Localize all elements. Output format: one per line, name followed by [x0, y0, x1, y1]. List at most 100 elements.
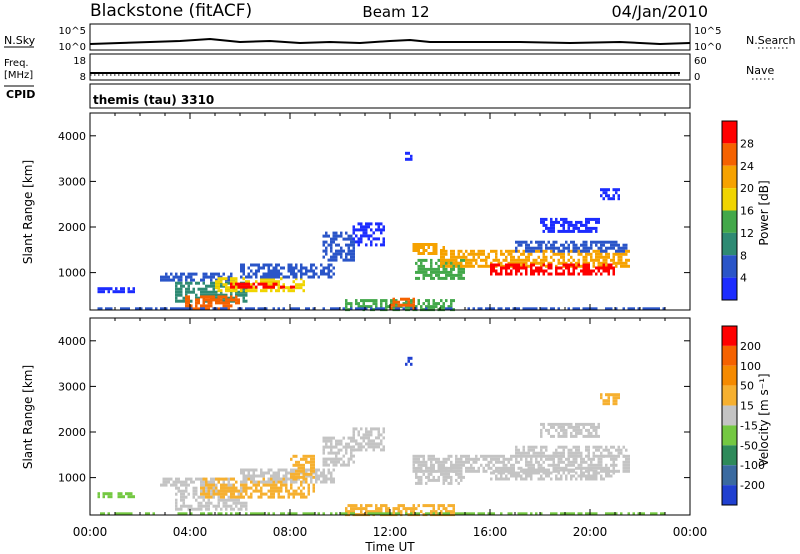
range-cell: [582, 307, 585, 311]
range-cell: [327, 451, 330, 455]
scatter-region: [440, 249, 630, 268]
range-cell: [285, 474, 288, 478]
range-cell: [550, 477, 553, 481]
range-cell: [587, 252, 590, 256]
range-cell: [617, 445, 620, 449]
range-cell: [440, 299, 443, 303]
range-cell: [175, 307, 178, 311]
range-cell: [327, 269, 330, 273]
range-cell: [610, 474, 613, 478]
range-cell: [220, 495, 223, 499]
range-cell: [540, 258, 543, 262]
scatter-region: [415, 463, 465, 485]
range-cell: [310, 269, 313, 273]
range-cell: [395, 307, 398, 311]
range-cell: [412, 297, 415, 301]
range-cell: [207, 293, 210, 297]
range-cell: [567, 266, 570, 270]
colorbar-tick-label: 16: [740, 205, 754, 218]
range-cell: [217, 272, 220, 276]
range-cell: [295, 272, 298, 276]
range-cell: [627, 249, 630, 253]
range-cell: [442, 255, 445, 259]
range-cell: [450, 276, 453, 280]
range-cell: [515, 454, 518, 458]
range-cell: [467, 264, 470, 268]
range-cell: [567, 246, 570, 250]
range-cell: [465, 255, 468, 259]
range-cell: [237, 501, 240, 505]
range-cell: [567, 425, 570, 429]
range-cell: [625, 249, 628, 253]
range-cell: [480, 249, 483, 253]
range-cell: [505, 263, 508, 267]
range-cell: [327, 263, 330, 267]
range-cell: [450, 302, 453, 306]
range-cell: [365, 427, 368, 431]
range-cell: [627, 460, 630, 464]
range-cell: [347, 504, 350, 508]
range-cell: [197, 504, 200, 508]
range-cell: [555, 217, 558, 221]
range-cell: [277, 477, 280, 481]
range-cell: [222, 295, 225, 299]
scatter-region: [97, 307, 665, 311]
range-cell: [332, 307, 335, 311]
range-cell: [462, 454, 465, 458]
range-cell: [162, 275, 165, 279]
range-cell: [590, 425, 593, 429]
range-cell: [532, 448, 535, 452]
range-cell: [332, 266, 335, 270]
range-cell: [485, 469, 488, 473]
freq-tick-high: 18: [73, 56, 86, 67]
range-cell: [455, 469, 458, 473]
range-cell: [440, 463, 443, 467]
range-cell: [505, 269, 508, 273]
range-cell: [615, 454, 618, 458]
range-cell: [247, 285, 250, 289]
range-cell: [407, 359, 410, 363]
range-cell: [582, 258, 585, 262]
range-cell: [190, 507, 193, 511]
range-cell: [462, 264, 465, 268]
range-cell: [502, 264, 505, 268]
range-cell: [377, 510, 380, 514]
range-cell: [555, 264, 558, 268]
range-cell: [235, 286, 238, 290]
range-cell: [607, 266, 610, 270]
range-cell: [187, 298, 190, 302]
range-cell: [445, 249, 448, 253]
range-cell: [562, 428, 565, 432]
range-cell: [262, 480, 265, 484]
range-cell: [285, 468, 288, 472]
range-cell: [602, 402, 605, 406]
range-cell: [307, 472, 310, 476]
range-cell: [375, 445, 378, 449]
range-cell: [395, 300, 398, 304]
range-cell: [227, 298, 230, 302]
range-cell: [175, 477, 178, 481]
range-cell: [592, 307, 595, 311]
range-cell: [287, 269, 290, 273]
range-cell: [230, 489, 233, 493]
range-cell: [625, 460, 628, 464]
range-cell: [312, 512, 315, 516]
range-cell: [270, 468, 273, 472]
range-cell: [262, 474, 265, 478]
range-cell: [517, 263, 520, 267]
range-cell: [367, 512, 370, 516]
range-cell: [560, 422, 563, 426]
range-cell: [377, 507, 380, 511]
range-cell: [375, 222, 378, 226]
range-cell: [592, 469, 595, 473]
range-cell: [490, 512, 493, 516]
range-cell: [457, 472, 460, 476]
range-cell: [460, 264, 463, 268]
range-cell: [565, 220, 568, 224]
range-cell: [640, 512, 643, 516]
range-cell: [227, 486, 230, 490]
range-cell: [367, 225, 370, 229]
range-cell: [530, 454, 533, 458]
range-cell: [555, 477, 558, 481]
range-cell: [555, 272, 558, 276]
